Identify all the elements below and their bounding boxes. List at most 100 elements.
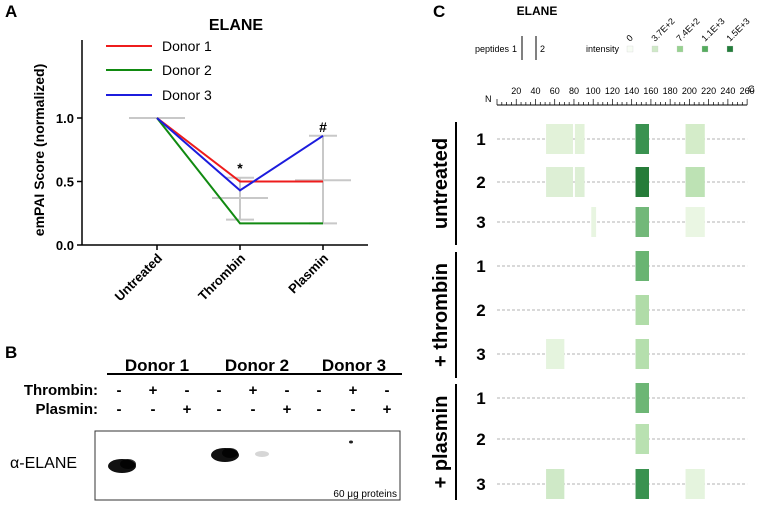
blot-band-donor-1-core	[120, 459, 136, 469]
axis-tick-label: 80	[569, 86, 579, 96]
legend-label-donor-1: Donor 1	[162, 38, 212, 54]
x-tick-label-plasmin: Plasmin	[285, 250, 331, 296]
row-id: 2	[476, 430, 485, 449]
intensity-level-label: 1.1E+3	[699, 16, 726, 43]
thrombin-sign: -	[317, 382, 322, 399]
thrombin-sign: -	[385, 382, 390, 399]
peptide-segment	[635, 383, 649, 413]
coverage-title: ELANE	[517, 4, 558, 18]
group-label: + plasmin	[430, 396, 452, 489]
axis-tick-label: 100	[586, 86, 601, 96]
significance-marker: #	[319, 119, 327, 135]
plasmin-sign: -	[151, 401, 156, 418]
peptide-segment	[574, 167, 585, 197]
peptide-segment	[635, 339, 649, 369]
axis-tick-label: 160	[643, 86, 658, 96]
peptide-segment	[546, 124, 573, 154]
thrombin-sign: -	[217, 382, 222, 399]
peptide-segment	[635, 251, 649, 281]
group-label: untreated	[430, 138, 452, 229]
x-tick-label-untreated: Untreated	[112, 250, 166, 304]
series-line-donor-2	[156, 117, 323, 225]
peptide-segment	[685, 469, 705, 499]
axis-tick-label: 20	[511, 86, 521, 96]
legend-label-donor-2: Donor 2	[162, 62, 212, 78]
intensity-level-label: 1.5E+3	[724, 16, 751, 43]
peptide-segment	[635, 167, 649, 197]
group-label: + thrombin	[430, 263, 452, 367]
peptide-segment	[635, 424, 649, 454]
blot-band-faint	[255, 451, 269, 457]
intensity-swatch	[626, 45, 634, 53]
blot-row-label-thrombin: Thrombin:	[24, 382, 98, 399]
axis-end-label: C	[748, 84, 755, 94]
y-tick-label: 0.0	[56, 238, 74, 253]
row-id: 1	[476, 257, 485, 276]
chart-title: ELANE	[209, 17, 264, 34]
intensity-level-label: 0	[624, 33, 635, 44]
peptide-segment	[685, 207, 705, 237]
coverage-group-labels: untreated + thrombin + plasmin	[430, 122, 457, 500]
peptide-segment	[635, 469, 649, 499]
thrombin-sign: -	[117, 382, 122, 399]
axis-tick-label: 120	[605, 86, 620, 96]
axis-tick-label: 200	[682, 86, 697, 96]
y-tick-label: 1.0	[56, 111, 74, 126]
thrombin-sign: +	[149, 382, 158, 399]
intensity-label: intensity	[586, 44, 620, 54]
row-id: 2	[476, 301, 485, 320]
peptide-segment	[574, 124, 585, 154]
intensity-level-label: 7.4E+2	[674, 16, 701, 43]
chart-legend: Donor 1 Donor 2 Donor 3	[106, 38, 212, 103]
blot-donor-2: Donor 2	[225, 356, 289, 375]
axis-tick-label: 60	[550, 86, 560, 96]
axis-tick-label: 240	[720, 86, 735, 96]
peptide-segment	[635, 124, 649, 154]
plasmin-sign: +	[383, 401, 392, 418]
peptides-value-1: 1	[512, 44, 517, 54]
thrombin-sign: +	[249, 382, 258, 399]
peptides-label: peptides	[475, 44, 510, 54]
peptides-value-2: 2	[540, 44, 545, 54]
plasmin-sign: -	[351, 401, 356, 418]
row-id: 1	[476, 389, 485, 408]
panel-label-b: B	[5, 343, 17, 362]
peptide-segment	[546, 469, 565, 499]
intensity-level-label: 3.7E+2	[649, 16, 676, 43]
plasmin-sign: +	[283, 401, 292, 418]
panel-label-c: C	[433, 2, 445, 21]
thrombin-sign: -	[285, 382, 290, 399]
blot-footnote: 60 μg proteins	[333, 489, 397, 500]
series-line-donor-3	[156, 117, 324, 192]
peptide-segment	[635, 295, 649, 325]
axis-tick-label: 260	[740, 86, 755, 96]
peptides-legend: peptides 1 2	[475, 36, 545, 60]
blot-donor-1: Donor 1	[125, 356, 189, 375]
intensity-swatch	[651, 45, 659, 53]
axis-tick-label: 220	[701, 86, 716, 96]
coverage-axis: N C 20 40 60 80 100 120 140 160 180 200 220 240 260	[485, 84, 755, 106]
blot-row-label-plasmin: Plasmin:	[35, 401, 98, 418]
peptide-segment	[546, 167, 573, 197]
plasmin-sign: -	[117, 401, 122, 418]
panel-label-a: A	[5, 2, 17, 21]
coverage-rows: 1 2 3 1 2 3 1 2 3	[476, 124, 748, 499]
plasmin-sign: +	[183, 401, 192, 418]
significance-marker: *	[237, 160, 243, 176]
peptide-segment	[635, 207, 649, 237]
intensity-swatch	[701, 45, 709, 53]
axis-tick-label: 40	[530, 86, 540, 96]
plasmin-sign: -	[217, 401, 222, 418]
blot-band-donor-2-core	[222, 448, 238, 458]
blot-antibody-label: α-ELANE	[10, 455, 77, 472]
axis-start-label: N	[485, 94, 492, 104]
intensity-legend: intensity 0 3.7E+27.4E+21.1E+31.5E+3	[586, 16, 752, 54]
x-tick-label-thrombin: Thrombin	[195, 250, 248, 303]
row-id: 3	[476, 213, 485, 232]
thrombin-sign: -	[185, 382, 190, 399]
plasmin-sign: -	[251, 401, 256, 418]
peptide-segment	[685, 124, 705, 154]
peptide-segment	[546, 339, 565, 369]
thrombin-sign: +	[349, 382, 358, 399]
